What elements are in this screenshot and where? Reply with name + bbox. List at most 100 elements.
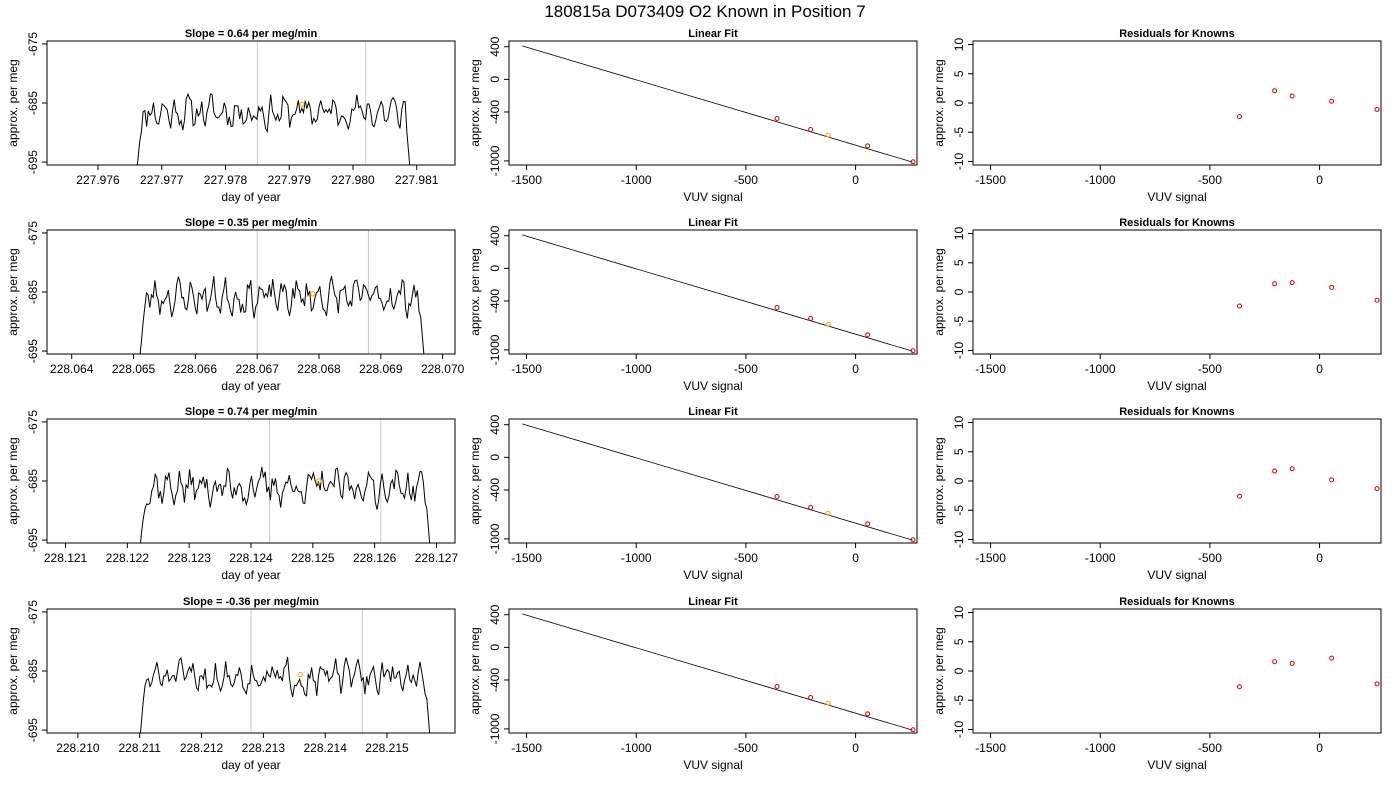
x-tick-label: -1500: [511, 551, 542, 565]
marker-point: [299, 101, 305, 107]
data-point: [910, 159, 916, 165]
highlight-point: [825, 700, 831, 706]
data-point: [1272, 468, 1278, 474]
chart-panel-timeseries-row-2: Slope = 0.74 per meg/min 228.121 228.122 22…: [6, 406, 458, 582]
y-axis-label: approx. per meg: [932, 59, 946, 146]
x-tick-label: 227.980: [331, 173, 375, 187]
panel-title: Slope = 0.64 per meg/min: [185, 28, 318, 40]
chart-panel-fit-row-3: Linear Fit -1500 -1000 -500 0 400 0 -400 -1000 VU…: [468, 596, 918, 772]
x-tick-label: -1000: [1085, 551, 1116, 565]
panel-title: Slope = 0.74 per meg/min: [185, 406, 318, 418]
x-tick-label: -1500: [975, 173, 1006, 187]
page-title: 180815a D073409 O2 Known in Position 7: [544, 2, 865, 21]
plot-area: [522, 423, 916, 543]
panel-title: Linear Fit: [688, 406, 738, 418]
y-tick-label: -1000: [488, 145, 502, 176]
x-tick-label: -1000: [621, 741, 652, 755]
y-tick-label: -695: [26, 339, 40, 363]
x-axis-label: day of year: [221, 379, 280, 393]
chart-panel-timeseries-row-0: Slope = 0.64 per meg/min 227.976 227.977 22…: [6, 28, 456, 204]
plot-area: [139, 275, 425, 354]
data-point: [1374, 297, 1380, 303]
data-point: [1272, 659, 1278, 665]
x-tick-label: 228.124: [229, 551, 273, 565]
y-tick-label: 400: [488, 414, 502, 434]
x-tick-label: 228.212: [180, 741, 224, 755]
x-tick-label: 0: [852, 173, 859, 187]
x-tick-label: 0: [1316, 551, 1323, 565]
chart-panel-fit-row-1: Linear Fit -1500 -1000 -500 0 400 0 -400 -1000 VU…: [468, 217, 918, 393]
panel-title: Residuals for Knowns: [1119, 28, 1235, 40]
x-tick-label: 227.978: [204, 173, 248, 187]
data-point: [1374, 486, 1380, 492]
data-point: [865, 332, 871, 338]
x-tick-label: 228.067: [235, 362, 279, 376]
x-tick-label: -500: [1198, 362, 1222, 376]
data-point: [808, 695, 814, 701]
y-axis-label: approx. per meg: [932, 627, 946, 714]
x-tick-label: -500: [1198, 173, 1222, 187]
y-axis-label: approx. per meg: [932, 248, 946, 335]
panel-title: Residuals for Knowns: [1119, 406, 1235, 418]
fit-line: [522, 423, 913, 541]
data-point: [910, 537, 916, 543]
x-tick-label: 228.122: [106, 551, 150, 565]
plot-frame: [46, 40, 456, 166]
y-tick-label: 10: [952, 38, 966, 52]
y-tick-label: -10: [952, 530, 966, 548]
x-tick-label: -500: [734, 173, 758, 187]
plot-frame: [972, 229, 1382, 355]
y-tick-label: -1000: [488, 334, 502, 365]
x-tick-label: 228.215: [365, 741, 409, 755]
y-axis-label: approx. per meg: [6, 59, 20, 146]
x-tick-label: 227.979: [268, 173, 312, 187]
x-axis-label: VUV signal: [683, 758, 742, 772]
plot-area: [522, 234, 916, 354]
chart-panel-fit-row-0: Linear Fit -1500 -1000 -500 0 400 0 -400 -1000 VU…: [468, 28, 918, 204]
plot-frame: [508, 40, 918, 166]
chart-panel-residuals-row-1: Residuals for Knowns -1500 -1000 -500 0 10 5 0 -…: [932, 217, 1382, 393]
fit-line: [522, 45, 913, 163]
plot-area: [1237, 88, 1380, 119]
plot-frame: [972, 40, 1382, 166]
data-point: [1272, 88, 1278, 94]
x-tick-label: 228.210: [56, 741, 100, 755]
y-tick-label: -5: [952, 316, 966, 327]
chart-panel-residuals-row-2: Residuals for Knowns -1500 -1000 -500 0 10 5 0 -…: [932, 406, 1382, 582]
y-tick-label: 0: [488, 454, 502, 461]
data-point: [1289, 280, 1295, 286]
y-tick-label: -695: [26, 150, 40, 174]
data-point: [808, 127, 814, 133]
y-axis-label: approx. per meg: [6, 437, 20, 524]
x-tick-label: 0: [852, 551, 859, 565]
x-tick-label: -1500: [511, 173, 542, 187]
series-line: [139, 656, 431, 733]
y-tick-label: -10: [952, 152, 966, 170]
plot-frame: [508, 608, 918, 734]
x-tick-label: 228.127: [415, 551, 459, 565]
data-point: [910, 727, 916, 733]
x-axis-label: VUV signal: [1147, 190, 1206, 204]
data-point: [1272, 281, 1278, 287]
x-tick-label: 228.068: [297, 362, 341, 376]
data-point: [808, 316, 814, 322]
x-tick-label: -1500: [975, 551, 1006, 565]
data-point: [1289, 466, 1295, 472]
plot-area: [522, 613, 916, 733]
panel-title: Linear Fit: [688, 217, 738, 229]
x-tick-label: -1500: [975, 741, 1006, 755]
x-tick-label: 228.065: [112, 362, 156, 376]
plot-frame: [46, 229, 456, 355]
x-axis-label: VUV signal: [1147, 758, 1206, 772]
y-tick-label: 5: [952, 638, 966, 645]
y-tick-label: 0: [488, 76, 502, 83]
y-tick-label: 400: [488, 225, 502, 245]
chart-panel-residuals-row-0: Residuals for Knowns -1500 -1000 -500 0 10 5 0 -…: [932, 28, 1382, 204]
y-tick-label: 0: [952, 667, 966, 674]
data-point: [774, 116, 780, 121]
y-tick-label: -10: [952, 720, 966, 738]
data-point: [1289, 93, 1295, 99]
x-tick-label: 228.121: [44, 551, 88, 565]
chart-panel-timeseries-row-1: Slope = 0.35 per meg/min 228.064 228.065 22…: [6, 217, 465, 393]
plot-area: [1237, 655, 1380, 690]
